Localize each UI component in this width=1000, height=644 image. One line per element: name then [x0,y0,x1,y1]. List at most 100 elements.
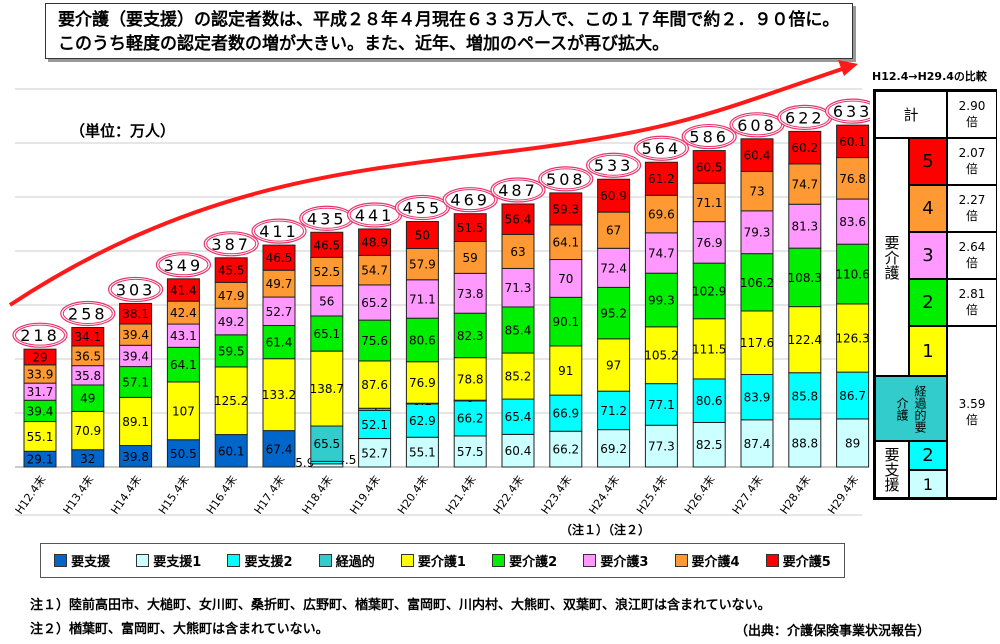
total-label: 258 [68,305,108,324]
data-label: 70 [558,272,573,286]
data-label: 33.9 [27,367,54,381]
legend-swatch [54,554,68,567]
bar-segment [836,198,870,245]
total-badge [681,123,737,150]
bar-segment [740,419,774,468]
data-label: 71.2 [600,404,627,418]
data-label: 65.1 [313,327,340,341]
total-badge [60,300,116,327]
total-label: 633 [833,102,870,121]
level-ratio-cell: 2.64倍 [947,232,997,279]
total-badge-inner [827,100,870,122]
data-label: 39.8 [122,450,149,464]
bar-segment [549,345,583,396]
data-label: 39.4 [122,328,149,342]
data-label: 54.7 [361,264,388,278]
data-label: 66.2 [457,412,484,426]
data-label: 29.1 [27,453,54,467]
total-badge [490,177,546,203]
bar-segment [836,418,870,468]
data-label: 117.6 [740,336,774,350]
data-label: 51.5 [457,221,484,235]
data-label: 81.3 [791,220,818,234]
data-label: 60.4 [744,149,771,163]
total-badge [633,135,690,161]
data-label: 63 [510,245,525,259]
bar-segment [740,210,774,255]
data-label: 76.9 [409,376,436,390]
data-label: 97 [606,358,621,372]
data-label: 31.7 [27,385,54,399]
bar-segment [358,254,392,286]
bar-segment [501,267,535,308]
total-label: 487 [498,181,538,200]
data-label: 86.7 [839,389,866,403]
bar-segment [549,192,583,226]
x-tick-label: H13.4末 [60,473,97,517]
x-tick-label: H29.4末 [824,473,861,517]
bar-segment [692,182,726,223]
note-1: 注１）陸前高田市、大槌町、女川町、桑折町、広野町、楢葉町、富岡町、川内村、大熊町… [30,598,771,613]
data-label: 41.4 [170,283,197,297]
total-label: 455 [403,199,443,218]
bar-segment [549,394,583,432]
bar-segment [644,232,678,274]
keika-cell: 経過的要介護 [875,376,947,441]
source: （出典：介護保険事業状況報告） [735,624,931,639]
legend-item: 経過的 [318,551,375,570]
legend-item: 要支援2 [227,551,293,570]
data-label: 70.9 [74,424,101,438]
bar-segment [692,221,726,264]
data-label: 89.1 [122,415,149,429]
x-tick-label: H16.4末 [203,473,240,517]
bar-segment [501,352,535,400]
bar-segment [788,418,822,468]
total-label: 622 [785,108,825,127]
data-label: 45.5 [218,264,245,278]
bar-segment [405,361,439,404]
x-tick-label: H24.4末 [585,473,622,517]
legend-label: 要介護5 [782,555,831,570]
bar-segment [405,248,439,281]
bar-segment [310,315,344,352]
data-label: 48.9 [361,236,388,250]
data-label: 60.5 [696,160,723,174]
x-tick-label: H15.4末 [155,473,192,517]
bar-segment [788,130,822,165]
total-label: 441 [355,206,395,225]
legend-swatch [318,554,332,567]
data-label: 133.2 [262,388,296,402]
bar-segment [214,281,248,309]
data-label: 46.5 [313,238,340,252]
x-tick-label: H22.4末 [490,473,527,517]
data-label: 122.4 [788,333,822,347]
data-label: 76.9 [696,236,723,250]
data-label: 67.4 [266,442,293,456]
legend-label: 要介護2 [509,555,558,570]
unit-label: （単位：万人） [70,122,176,140]
data-label: 125.2 [214,394,248,408]
bar-segment [836,157,870,200]
level-cell: 2 [909,279,947,326]
legend-label: 要介護3 [600,555,649,570]
bar-segment [214,334,248,368]
data-label: 71.1 [409,292,436,306]
bar-segment [692,318,726,380]
data-label: 87.4 [744,437,771,451]
x-tick-label: H18.4末 [299,473,336,517]
legend-swatch [136,554,150,567]
level-cell: 1 [909,326,947,376]
legend-item: 要介護2 [492,551,557,570]
data-label: 55.1 [409,446,436,460]
data-label: 60.4 [505,444,532,458]
bar-segment [597,211,631,249]
level-cell: 4 [909,185,947,232]
bar-segment [597,429,631,468]
data-label: 66.2 [552,443,579,457]
data-label: 138.7 [310,382,344,396]
bar-segment [214,257,248,283]
data-label: 62.9 [409,414,436,428]
data-label: 46.5 [266,251,293,265]
total-badge [825,98,870,124]
data-label: 99.3 [648,294,675,308]
